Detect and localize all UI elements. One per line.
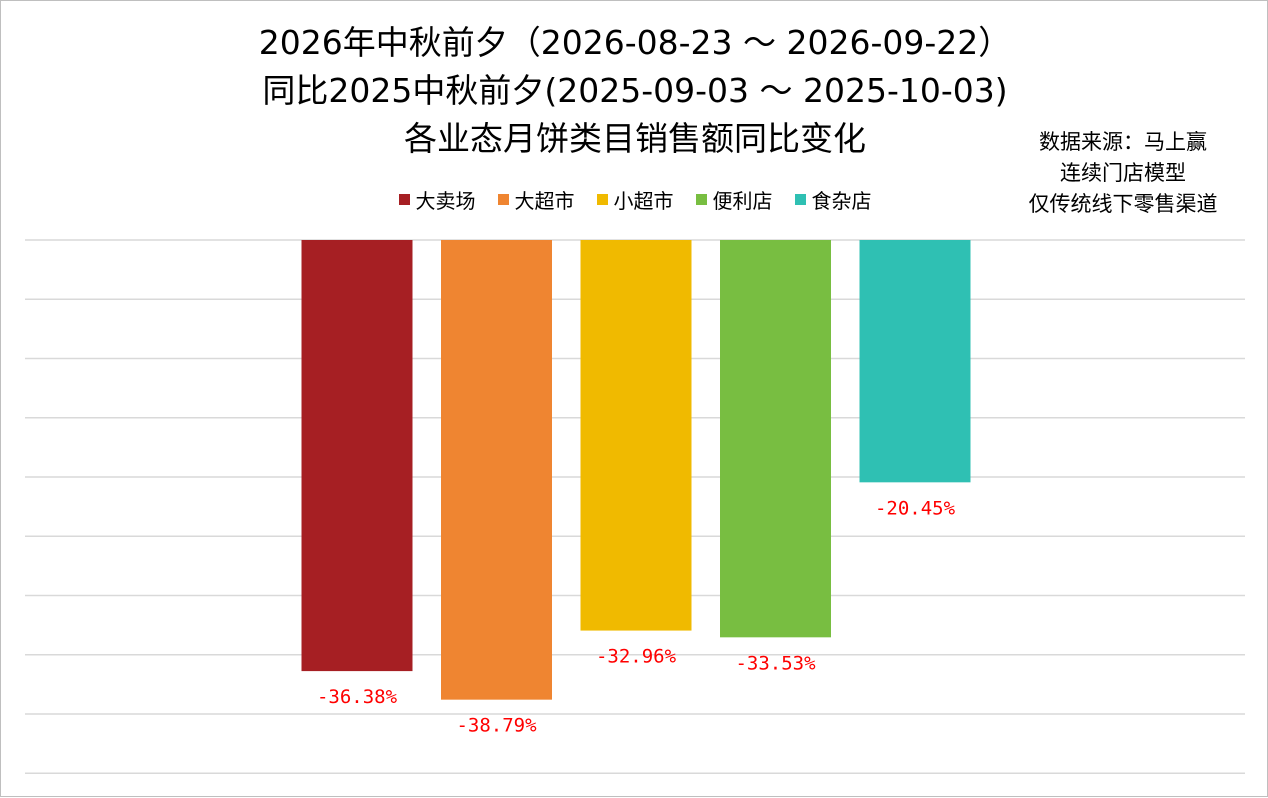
legend-label: 便利店: [712, 189, 773, 213]
bar-4: [720, 240, 831, 638]
data-label-5: -20.45%: [875, 497, 956, 519]
legend-swatch: [794, 194, 806, 205]
legend-item: 大超市: [497, 185, 575, 214]
legend-item: 小超市: [596, 185, 674, 214]
legend-label: 大超市: [514, 189, 575, 213]
source-note: 数据来源：马上赢 连续门店模型 仅传统线下零售渠道: [1003, 127, 1243, 220]
chart-title-line-3: 各业态月饼类目销售额同比变化: [404, 119, 866, 158]
source-note-line-2: 连续门店模型: [1060, 161, 1186, 185]
legend-swatch: [596, 194, 608, 205]
legend-swatch: [398, 194, 410, 205]
chart-title-line-2: 同比2025中秋前夕(2025-09-03 ～ 2025-10-03): [262, 71, 1008, 110]
legend-item: 食杂店: [794, 185, 872, 214]
bar-3: [580, 240, 692, 631]
legend-label: 食杂店: [811, 189, 872, 213]
data-label-3: -32.96%: [596, 646, 677, 668]
legend-item: 大卖场: [398, 185, 476, 214]
legend-label: 大卖场: [415, 189, 476, 213]
data-label-4: -33.53%: [735, 652, 816, 674]
source-note-line-3: 仅传统线下零售渠道: [1028, 192, 1218, 216]
bar-5: [859, 240, 971, 483]
chart-title-line-1: 2026年中秋前夕（2026-08-23 ～ 2026-09-22）: [258, 23, 1012, 62]
source-note-line-1: 数据来源：马上赢: [1039, 130, 1207, 154]
legend-item: 便利店: [695, 185, 773, 214]
data-label-1: -36.38%: [317, 686, 398, 708]
bar-1: [301, 240, 413, 672]
legend-label: 小超市: [613, 189, 674, 213]
data-label-2: -38.79%: [456, 715, 537, 737]
bar-2: [441, 240, 552, 700]
legend-swatch: [497, 194, 509, 205]
chart-legend: 大卖场 大超市 小超市 便利店 食杂店: [1, 185, 1268, 214]
legend-swatch: [695, 194, 707, 205]
